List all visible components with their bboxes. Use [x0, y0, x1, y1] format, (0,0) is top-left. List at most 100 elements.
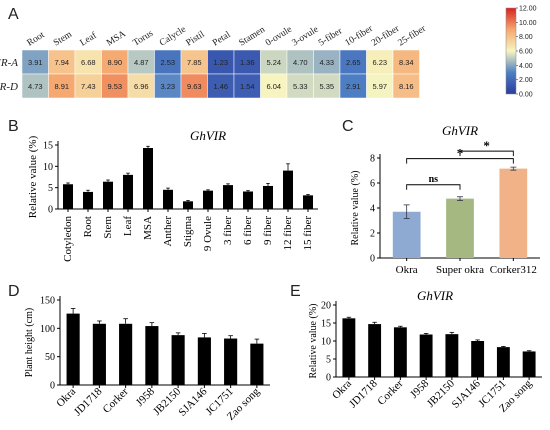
heatmap-cell — [127, 49, 155, 75]
bar — [392, 211, 421, 258]
heatmap-cell-value: 2.65 — [346, 58, 361, 67]
heatmap-cell — [154, 49, 182, 75]
heatmap-column-label: Stamen — [238, 25, 268, 49]
bar — [66, 313, 80, 385]
heatmap-cell-value: 1.54 — [240, 82, 255, 91]
significance-bracket — [406, 184, 461, 190]
heatmap-cell — [207, 49, 235, 75]
heatmap-cell-value: 3.23 — [160, 82, 175, 91]
heatmap-cell-value: 1.36 — [240, 58, 255, 67]
heatmap-cell — [392, 49, 420, 75]
heatmap-cell — [233, 73, 261, 99]
heatmap-cell-value: 8.91 — [54, 82, 69, 91]
heatmap-cell — [180, 73, 208, 99]
heatmap-cell — [260, 73, 288, 99]
heatmap-cell — [339, 73, 367, 99]
bar — [143, 147, 153, 209]
x-category-label: 15 fiber — [302, 216, 314, 251]
bar — [92, 323, 106, 385]
heatmap-cell — [366, 73, 394, 99]
heatmap-cell — [313, 73, 341, 99]
x-category-label: Stem — [102, 216, 114, 239]
heatmap-cell-value: 5.35 — [319, 82, 334, 91]
bar — [163, 189, 173, 209]
x-category-label: Stigma — [182, 216, 194, 247]
chart-title: GhVIR — [442, 123, 478, 138]
bar — [283, 170, 293, 209]
significance-label: * — [457, 146, 464, 161]
heatmap-column-label: Root — [26, 30, 47, 48]
heatmap-cell-value: 4.73 — [28, 82, 43, 91]
panel-label-d: D — [8, 283, 20, 300]
heatmap-row-label: GhVIR-D — [0, 81, 18, 93]
x-category-label: Corker312 — [490, 264, 537, 276]
heatmap-cell-value: 9.53 — [107, 82, 122, 91]
y-axis-label: Relative value (%) — [308, 304, 319, 379]
bar — [496, 347, 510, 377]
heatmap-cell-value: 1.23 — [213, 58, 228, 67]
y-tick-label: 15 — [321, 319, 331, 330]
heatmap-cell-value: 2.91 — [346, 82, 361, 91]
y-tick-label: 50 — [45, 352, 55, 363]
heatmap-cell-value: 5.33 — [293, 82, 308, 91]
significance-bracket — [459, 150, 514, 157]
bar — [197, 337, 211, 385]
bar — [263, 185, 273, 209]
heatmap-cell-value: 9.63 — [187, 82, 202, 91]
heatmap-cell — [339, 49, 367, 75]
heatmap-cell-value: 4.70 — [293, 58, 308, 67]
x-category-label: 9 Ovule — [202, 216, 214, 251]
bar — [342, 318, 356, 377]
panel-label-e: E — [290, 283, 301, 300]
x-category-label: MSA — [142, 216, 154, 240]
significance-label: * — [483, 138, 490, 153]
bar — [224, 338, 238, 385]
heatmap-row-label: GhVIR-A — [0, 57, 18, 69]
heatmap-column-label: Petal — [211, 30, 233, 49]
colorbar-tick-label: 8.00 — [519, 34, 533, 41]
heatmap-cell-value: 1.46 — [213, 82, 228, 91]
y-tick-label: 2 — [370, 229, 375, 240]
heatmap-cell-value: 8.34 — [399, 58, 414, 67]
heatmap-column-label: Stem — [52, 29, 74, 48]
heatmap-cell-value: 3.91 — [28, 58, 43, 67]
x-category-label: Cotyledon — [62, 216, 74, 262]
colorbar-tick-label: 6.00 — [519, 49, 533, 56]
heatmap-cell-value: 6.68 — [81, 58, 96, 67]
bar — [63, 184, 73, 209]
bar — [123, 174, 133, 209]
bar — [471, 341, 485, 377]
heatmap-cell-value: 6.04 — [266, 82, 281, 91]
colorbar-tick-label: 12.00 — [519, 6, 537, 13]
heatmap-cell-value: 5.97 — [372, 82, 387, 91]
bar — [393, 327, 407, 377]
colorbar-tick-label: 0.00 — [519, 92, 533, 99]
bar — [103, 181, 113, 209]
heatmap-cell-value: 2.53 — [160, 58, 175, 67]
colorbar-tick-label: 10.00 — [519, 20, 537, 27]
y-tick-label: 0 — [370, 254, 375, 265]
heatmap-cell — [286, 49, 314, 75]
x-category-label: 9 fiber — [262, 216, 274, 245]
heatmap-column-label: 0-ovule — [264, 25, 294, 49]
bar — [499, 168, 528, 258]
heatmap-column-label: 25-fiber — [396, 23, 428, 49]
heatmap-column-label: Pistil — [185, 30, 207, 49]
panel-label-c: C — [342, 118, 354, 135]
x-category-label: Root — [82, 216, 94, 237]
heatmap-column-label: 20-fiber — [370, 23, 402, 49]
panel-label-a: A — [8, 6, 19, 23]
y-tick-label: 5 — [326, 355, 331, 366]
heatmap-cell — [101, 73, 129, 99]
bar — [368, 324, 382, 377]
colorbar-tick-label: 4.00 — [519, 63, 533, 70]
bar — [446, 198, 474, 258]
heatmap-cell-value: 8.90 — [107, 58, 122, 67]
y-tick-label: 100 — [40, 324, 55, 335]
y-tick-label: 8 — [370, 154, 375, 165]
y-tick-label: 150 — [40, 296, 55, 307]
y-tick-label: 15 — [43, 141, 53, 152]
x-category-label: Anther — [162, 216, 174, 247]
heatmap-cell-value: 4.33 — [319, 58, 334, 67]
bar — [522, 351, 536, 377]
